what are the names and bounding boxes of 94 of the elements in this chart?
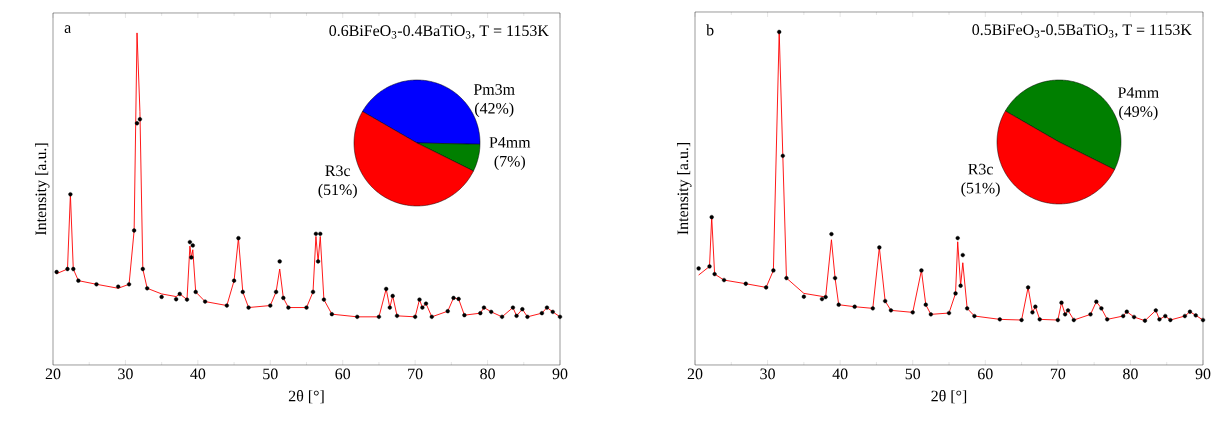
data-label: (51%) — [961, 182, 1000, 197]
point — [836, 302, 841, 307]
point — [1157, 317, 1162, 322]
point — [709, 215, 714, 220]
point — [1094, 299, 1099, 304]
x-tick-label: 20 — [45, 368, 61, 380]
slice-label: P4mm — [1117, 87, 1159, 98]
x-tick-label: 60 — [978, 368, 993, 380]
data-label: (7%) — [494, 155, 525, 170]
data-label: (42%) — [474, 102, 514, 117]
x-tick-label: 30 — [760, 368, 775, 380]
point — [910, 310, 915, 315]
point — [1182, 313, 1187, 319]
x-tick-label: 40 — [190, 368, 206, 380]
point — [960, 252, 965, 258]
point — [1019, 317, 1024, 323]
point — [1063, 312, 1068, 317]
annotation: a — [64, 25, 71, 33]
point — [1099, 306, 1104, 311]
point — [832, 275, 838, 281]
point — [696, 266, 701, 271]
point — [919, 268, 924, 273]
point — [1200, 317, 1206, 323]
point — [764, 285, 769, 290]
point — [1193, 313, 1198, 318]
point — [1030, 310, 1035, 315]
slice-label: R3c — [325, 165, 351, 177]
x-tick-label: 50 — [263, 368, 278, 380]
y-axis-title: Intensity [a.u.] — [676, 142, 692, 235]
x-tick-label: 60 — [335, 368, 351, 380]
x-tick-label: 80 — [480, 368, 495, 380]
point — [1059, 300, 1064, 305]
point — [883, 298, 888, 304]
x-tick-label: 90 — [1195, 368, 1211, 380]
point — [1168, 317, 1173, 323]
annotation: b — [706, 24, 714, 36]
x-axis-title: 2θ [°] — [931, 390, 967, 404]
point — [955, 236, 960, 241]
point — [972, 313, 977, 319]
slice-label: Pm3m — [473, 84, 515, 95]
chart-title: 0.6BiFeO$_{3}$-0.4BaTiO$_{3}$, T = 1153K — [329, 25, 549, 39]
point — [1088, 312, 1093, 317]
point — [946, 310, 952, 316]
point — [965, 306, 970, 311]
point — [888, 308, 894, 313]
slice-label: P4mm — [489, 137, 531, 148]
point — [852, 304, 857, 309]
point — [721, 277, 727, 283]
point — [801, 294, 806, 299]
point — [829, 232, 834, 237]
point — [1142, 318, 1148, 323]
point — [1055, 317, 1060, 323]
point — [1065, 308, 1071, 313]
point — [1037, 317, 1042, 322]
x-tick-label: 40 — [832, 368, 848, 380]
y-axis-title: Intensity [a.u.] — [34, 143, 50, 236]
x-tick-label: 30 — [118, 368, 133, 380]
point — [953, 291, 958, 296]
point — [1105, 317, 1110, 322]
point — [1071, 317, 1076, 323]
point — [997, 317, 1002, 322]
point — [1163, 313, 1168, 319]
point — [1187, 309, 1193, 314]
point — [784, 275, 789, 281]
point — [743, 281, 748, 286]
x-tick-label: 80 — [1123, 368, 1138, 380]
point — [707, 264, 712, 269]
point — [1131, 314, 1137, 320]
point — [712, 271, 717, 277]
data-label: (51%) — [318, 183, 357, 199]
point — [823, 294, 828, 300]
point — [1033, 304, 1038, 309]
point — [1124, 309, 1129, 314]
point — [1153, 308, 1158, 313]
point — [780, 153, 785, 158]
point — [923, 302, 928, 307]
point — [877, 245, 882, 250]
point — [777, 29, 782, 35]
x-tick-label: 90 — [552, 368, 568, 380]
point — [1121, 313, 1126, 319]
point — [928, 312, 933, 317]
data-label: (49%) — [1119, 105, 1158, 121]
point — [819, 296, 825, 302]
point — [1026, 285, 1031, 290]
x-tick-label: 70 — [1050, 368, 1066, 380]
point — [771, 268, 776, 273]
chart-title: 0.5BiFeO$_{3}$-0.5BaTiO$_{3}$, T = 1153K — [972, 24, 1192, 38]
slice-label: R3c — [968, 163, 993, 175]
x-tick-label: 50 — [905, 368, 921, 380]
x-axis-title: 2θ [°] — [288, 390, 324, 404]
x-tick-label: 20 — [687, 368, 703, 380]
point — [958, 283, 963, 288]
point — [870, 306, 875, 311]
x-tick-label: 70 — [408, 368, 423, 380]
